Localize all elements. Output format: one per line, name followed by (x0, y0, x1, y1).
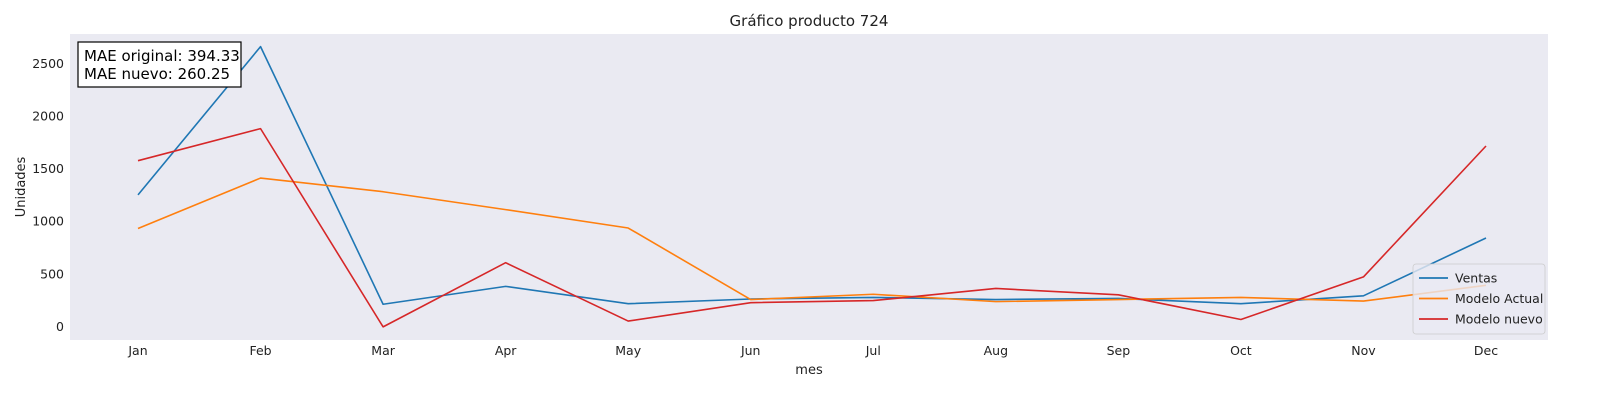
y-tick-label: 2500 (32, 56, 64, 71)
x-tick-label: Oct (1230, 343, 1252, 358)
y-axis-label: Unidades (14, 156, 29, 217)
legend-entry: Modelo nuevo (1455, 312, 1543, 327)
legend-entry: Modelo Actual (1455, 291, 1543, 306)
x-tick-label: Dec (1474, 343, 1498, 358)
annotation-box (77, 41, 242, 88)
legend-box (1412, 263, 1546, 335)
x-tick-label: May (615, 343, 641, 358)
annotation-line-original: MAE original: 394.33 (84, 47, 240, 65)
x-tick-label: Apr (495, 343, 517, 358)
y-tick-label: 1000 (32, 214, 64, 229)
x-tick-label: Aug (984, 343, 1008, 358)
annotation-line-nuevo: MAE nuevo: 260.25 (84, 65, 230, 83)
x-axis-label: mes (795, 363, 823, 378)
x-tick-label: Nov (1351, 343, 1376, 358)
y-axis-ticks: 0 500 1000 1500 2000 2500 (32, 56, 64, 334)
chart-title: Gráfico producto 724 (730, 12, 889, 30)
plot-area (70, 34, 1548, 340)
x-tick-label: Jul (865, 343, 881, 358)
legend: Ventas Modelo Actual Modelo nuevo (1412, 263, 1546, 335)
x-axis-ticks: Jan Feb Mar Apr May Jun Jul Aug Sep Oct Nov Dec (127, 343, 1498, 358)
x-tick-label: Jan (127, 343, 147, 358)
y-tick-label: 0 (56, 319, 64, 334)
y-tick-label: 2000 (32, 109, 64, 124)
x-tick-label: Sep (1107, 343, 1131, 358)
legend-entry: Ventas (1455, 271, 1497, 286)
x-tick-label: Jun (740, 343, 761, 358)
series-line-ventas (137, 45, 1487, 306)
x-tick-label: Mar (371, 343, 395, 358)
mae-annotation: MAE original: 394.33 MAE nuevo: 260.25 (77, 41, 242, 88)
x-tick-label: Feb (249, 343, 271, 358)
y-tick-label: 500 (40, 266, 64, 281)
series-line-modelo-nuevo (137, 127, 1487, 328)
series-lines (137, 45, 1487, 328)
series-line-modelo-actual (137, 177, 1487, 303)
y-tick-label: 1500 (32, 161, 64, 176)
